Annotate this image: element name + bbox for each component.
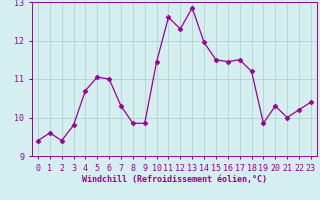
X-axis label: Windchill (Refroidissement éolien,°C): Windchill (Refroidissement éolien,°C): [82, 175, 267, 184]
